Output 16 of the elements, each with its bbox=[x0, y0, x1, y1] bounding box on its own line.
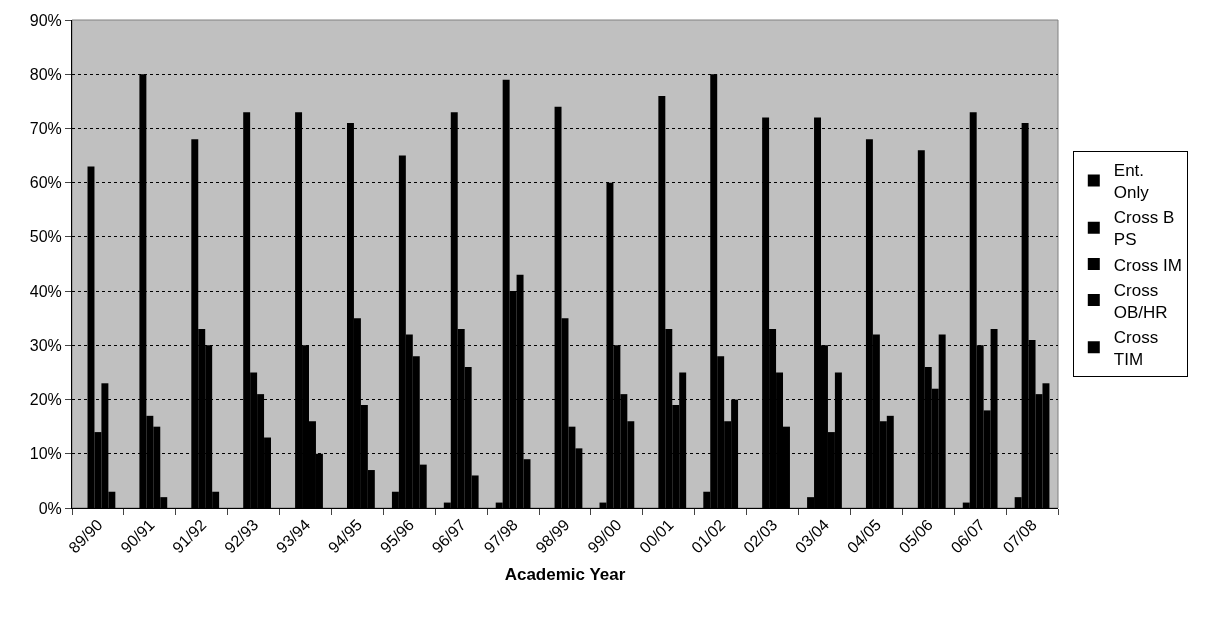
y-tick-label: 10% bbox=[29, 445, 62, 463]
y-tick-label: 0% bbox=[38, 499, 62, 517]
y-tick-label: 50% bbox=[29, 228, 62, 246]
y-tick-label: 30% bbox=[29, 336, 62, 354]
legend-label: Cross OB/HR bbox=[1113, 280, 1168, 322]
legend-label: Cross B PS bbox=[1113, 208, 1175, 250]
y-tick-label: 20% bbox=[29, 391, 62, 409]
y-tick-label: 90% bbox=[29, 11, 62, 29]
y-tick-label: 80% bbox=[29, 65, 62, 83]
legend-label: Ent. Only bbox=[1113, 161, 1150, 203]
y-tick-label: 40% bbox=[29, 282, 62, 300]
x-axis-title: Academic Year bbox=[504, 564, 626, 584]
legend-label: Cross IM bbox=[1113, 255, 1182, 275]
legend-label: Cross TIM bbox=[1113, 327, 1159, 369]
y-tick-label: 60% bbox=[29, 174, 62, 192]
y-tick-label: 70% bbox=[29, 120, 62, 138]
